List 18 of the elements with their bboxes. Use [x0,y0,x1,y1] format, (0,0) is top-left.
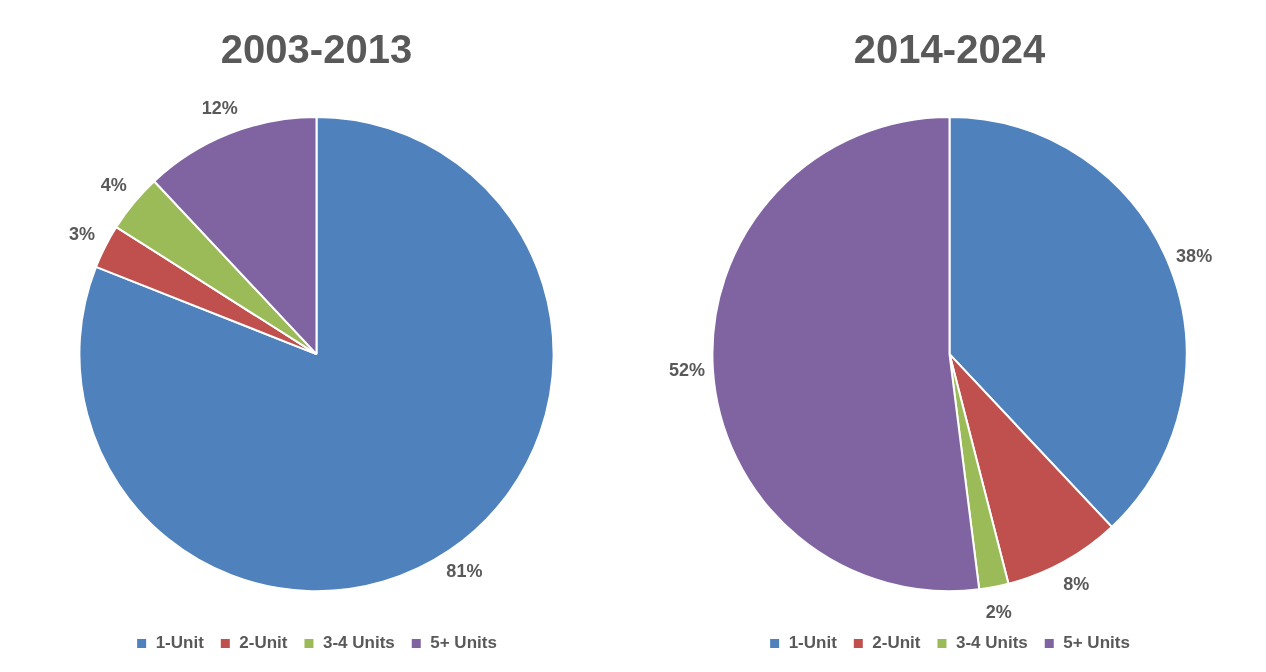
legend-label: 5+ Units [1063,633,1130,653]
legend-label: 3-4 Units [322,633,395,653]
data-label: 52% [668,359,705,380]
data-label: 38% [1176,246,1213,267]
data-label: 12% [201,98,238,119]
legend-label: 3-4 Units [955,633,1028,653]
legend-label: 2-Unit [872,633,921,653]
data-label: 2% [985,601,1012,622]
data-label: 4% [100,175,127,196]
legend-label: 2-Unit [239,633,288,653]
legend-label: 1-Unit [155,633,205,653]
chart-title: 2003-2013 [220,27,413,72]
legend-label: 5+ Units [430,633,497,653]
data-label: 8% [1063,573,1090,594]
legend-label: 1-Unit [788,633,838,653]
data-label: 81% [446,560,483,581]
data-label: 3% [69,223,96,244]
chart-title: 2014-2024 [853,27,1046,72]
